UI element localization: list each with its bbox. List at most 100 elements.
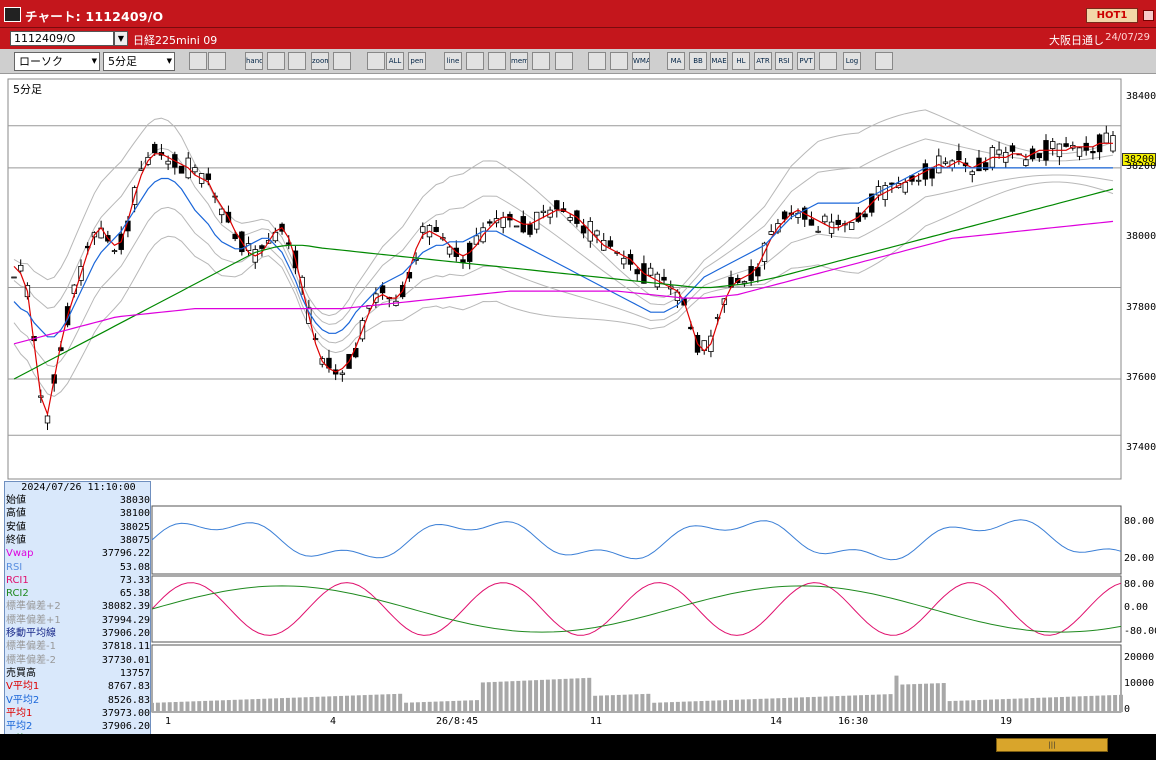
volume-bar <box>415 702 420 712</box>
zoom-icon[interactable]: zoom <box>311 52 329 70</box>
volume-bar <box>587 677 592 712</box>
candle-body <box>580 225 587 234</box>
volume-bar <box>498 681 503 712</box>
log-icon[interactable]: Log <box>843 52 861 70</box>
chart-canvas[interactable] <box>0 74 1156 760</box>
pattern-icon[interactable] <box>555 52 573 70</box>
memo-icon[interactable]: memo <box>510 52 528 70</box>
export-icon[interactable] <box>875 52 893 70</box>
volume-bar <box>658 702 663 712</box>
rainbow-icon[interactable] <box>610 52 628 70</box>
info-label: 標準偏差-1 <box>6 641 56 653</box>
volume-bar <box>279 698 284 712</box>
info-row: 終値 38075 <box>5 535 152 547</box>
symbol-input[interactable]: 1112409/O <box>10 31 114 46</box>
volume-bar <box>711 700 716 712</box>
series-line-ma2 <box>13 167 1113 338</box>
wma-icon[interactable]: WMA <box>632 52 650 70</box>
chart-area[interactable]: 5分足 38200 2024/07/26 11:10:00 始値 38030 高値 3… <box>0 74 1156 760</box>
volume-bar <box>516 680 521 712</box>
volume-bar <box>693 701 698 712</box>
rci-tick-label: 80.00 <box>1124 579 1155 590</box>
brush-icon[interactable] <box>588 52 606 70</box>
volume-bar <box>197 701 202 712</box>
candle-body <box>500 217 506 228</box>
volume-bar <box>965 700 970 712</box>
arrow-icon[interactable] <box>488 52 506 70</box>
chart-b-icon[interactable] <box>288 52 306 70</box>
interval-select[interactable]: 5分足 ▼ <box>103 52 175 71</box>
volume-bar <box>953 700 958 712</box>
volume-bar <box>835 696 840 712</box>
candle-body <box>982 162 989 171</box>
all-icon[interactable]: ALL <box>386 52 404 70</box>
candle-body <box>714 317 721 319</box>
trash-icon[interactable] <box>532 52 550 70</box>
rsi-icon[interactable]: RSI <box>775 52 793 70</box>
volume-bar <box>344 695 349 712</box>
candle-body <box>1049 141 1056 149</box>
volume-bar <box>528 680 533 712</box>
volume-bar <box>226 700 231 712</box>
window-title: チャート: 1112409/O <box>25 9 164 24</box>
crosshair-icon[interactable] <box>208 52 226 70</box>
volume-bar <box>912 684 917 712</box>
volume-bar <box>681 701 686 712</box>
candle-body <box>1076 147 1083 157</box>
chart-type-select[interactable]: ローソク ▼ <box>14 52 100 71</box>
volume-bar <box>551 679 556 712</box>
info-label: 標準偏差+2 <box>6 601 61 613</box>
info-value: 38030 <box>119 495 150 506</box>
info-row: V平均1 8767.83 <box>5 681 152 693</box>
info-value: 37906.20 <box>101 721 150 733</box>
info-row: 標準偏差-2 37730.01 <box>5 655 152 667</box>
search-icon[interactable] <box>189 52 207 70</box>
volume-bar <box>876 694 881 712</box>
chart-scrollbar[interactable] <box>0 734 1156 760</box>
volume-bar <box>1077 696 1082 712</box>
volume-bar <box>900 684 905 712</box>
info-row: RCI2 65.38 <box>5 588 152 600</box>
cursor-icon[interactable] <box>466 52 484 70</box>
window-icon[interactable] <box>819 52 837 70</box>
line-icon[interactable]: line <box>444 52 462 70</box>
rci2-line <box>151 585 1122 633</box>
chart-a-icon[interactable] <box>267 52 285 70</box>
candle-body <box>446 246 453 255</box>
bb-icon[interactable]: BB <box>689 52 707 70</box>
volume-bar <box>250 699 255 712</box>
info-row: 平均1 37973.00 <box>5 708 152 720</box>
candle-body <box>902 181 908 193</box>
scrollbar-thumb[interactable]: ||| <box>996 738 1108 752</box>
hl-icon[interactable]: HL <box>732 52 750 70</box>
hot-badge[interactable]: HOT1 <box>1086 8 1138 23</box>
volume-bar <box>699 701 704 712</box>
volume-bar <box>362 695 367 712</box>
info-value: 38100 <box>119 508 150 520</box>
pvt-icon[interactable]: PVT <box>797 52 815 70</box>
info-value: 65.38 <box>119 588 150 600</box>
volume-bar <box>445 701 450 712</box>
symbol-name: 日経225mini 09 <box>133 34 218 47</box>
info-value: 38082.39 <box>101 601 150 613</box>
volume-bar <box>409 702 414 712</box>
ma-icon[interactable]: MA <box>667 52 685 70</box>
candle-a-icon[interactable] <box>333 52 351 70</box>
info-value: 37730.01 <box>101 654 150 666</box>
atr-icon[interactable]: ATR <box>754 52 772 70</box>
close-icon[interactable] <box>1143 10 1154 21</box>
candle-body <box>540 210 547 213</box>
mae-icon[interactable]: MAE <box>710 52 728 70</box>
volume-bar <box>173 701 178 712</box>
pen-icon[interactable]: pen <box>408 52 426 70</box>
candle-b-icon[interactable] <box>367 52 385 70</box>
rsi-tick-label: 20.00 <box>1124 553 1155 564</box>
symbol-dropdown-button[interactable]: ▼ <box>114 31 128 46</box>
volume-bar <box>321 696 326 712</box>
volume-bar <box>776 698 781 712</box>
hand-icon[interactable]: hand <box>245 52 263 70</box>
volume-bar <box>1042 697 1047 712</box>
candle-body <box>554 200 560 210</box>
candle-body <box>420 226 426 233</box>
candle-body <box>1023 159 1029 166</box>
